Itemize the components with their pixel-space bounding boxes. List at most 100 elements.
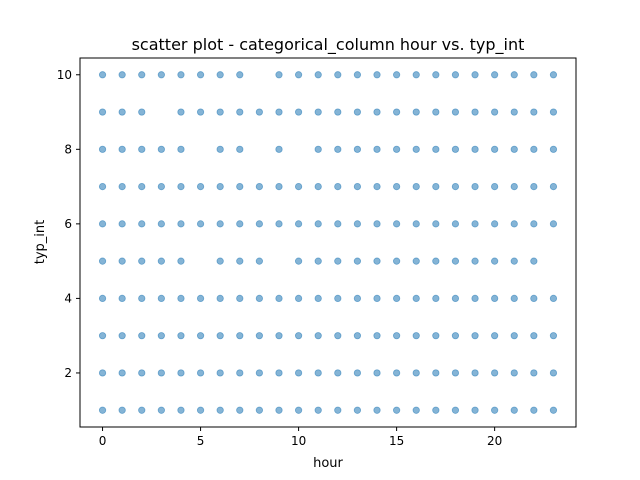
- data-point: [471, 294, 479, 303]
- data-point: [216, 220, 224, 228]
- data-point: [275, 294, 283, 303]
- data-point: [118, 145, 126, 153]
- data-point: [353, 182, 362, 191]
- data-point: [294, 369, 303, 377]
- data-point: [294, 294, 303, 303]
- data-point: [177, 406, 185, 414]
- data-point: [549, 182, 558, 191]
- data-point: [236, 220, 244, 228]
- data-point: [236, 369, 244, 377]
- data-point: [177, 145, 185, 153]
- data-point: [373, 108, 381, 116]
- data-point: [294, 406, 303, 414]
- data-point: [451, 406, 460, 414]
- data-point: [471, 71, 479, 79]
- data-point: [294, 220, 303, 228]
- x-tick-label: 20: [487, 434, 502, 448]
- data-point: [216, 369, 224, 377]
- data-point: [236, 145, 244, 153]
- data-point: [275, 71, 283, 79]
- data-point: [432, 369, 440, 377]
- data-point: [491, 257, 499, 265]
- data-point: [451, 294, 460, 303]
- data-point: [334, 257, 342, 265]
- data-point: [177, 71, 185, 79]
- data-point: [353, 369, 362, 377]
- data-point: [530, 145, 538, 153]
- data-point: [157, 71, 165, 79]
- data-point: [236, 406, 244, 414]
- data-point: [314, 406, 322, 414]
- data-points: [98, 71, 558, 414]
- data-point: [98, 145, 107, 153]
- data-point: [373, 332, 381, 340]
- data-point: [275, 369, 283, 377]
- data-point: [177, 369, 185, 377]
- data-point: [510, 108, 518, 116]
- data-point: [510, 220, 518, 228]
- data-point: [549, 332, 558, 340]
- data-point: [530, 71, 538, 79]
- data-point: [118, 108, 126, 116]
- data-point: [451, 257, 460, 265]
- data-point: [334, 145, 342, 153]
- data-point: [530, 108, 538, 116]
- y-tick-label: 8: [64, 142, 72, 156]
- data-point: [314, 257, 322, 265]
- x-tick-label: 15: [389, 434, 404, 448]
- data-point: [294, 332, 303, 340]
- data-point: [196, 332, 205, 340]
- data-point: [196, 71, 205, 79]
- y-axis: 2 4 6 8 10: [57, 68, 80, 380]
- data-point: [412, 182, 420, 191]
- data-point: [491, 182, 499, 191]
- data-point: [491, 145, 499, 153]
- data-point: [353, 294, 362, 303]
- data-point: [451, 182, 460, 191]
- data-point: [432, 294, 440, 303]
- data-point: [451, 108, 460, 116]
- data-point: [138, 406, 146, 414]
- data-point: [118, 257, 126, 265]
- data-point: [177, 257, 185, 265]
- data-point: [236, 257, 244, 265]
- data-point: [236, 294, 244, 303]
- data-point: [236, 332, 244, 340]
- x-axis: 0 5 10 15 20: [99, 427, 502, 448]
- data-point: [334, 182, 342, 191]
- data-point: [334, 294, 342, 303]
- data-point: [236, 71, 244, 79]
- data-point: [255, 257, 263, 265]
- data-point: [412, 406, 420, 414]
- data-point: [255, 369, 263, 377]
- data-point: [157, 294, 165, 303]
- data-point: [196, 220, 205, 228]
- data-point: [393, 182, 401, 191]
- data-point: [393, 294, 401, 303]
- data-point: [373, 294, 381, 303]
- data-point: [432, 220, 440, 228]
- data-point: [314, 145, 322, 153]
- data-point: [98, 406, 107, 414]
- data-point: [275, 220, 283, 228]
- data-point: [118, 71, 126, 79]
- data-point: [393, 71, 401, 79]
- data-point: [216, 71, 224, 79]
- data-point: [393, 108, 401, 116]
- x-tick-label: 10: [291, 434, 306, 448]
- data-point: [314, 369, 322, 377]
- data-point: [491, 71, 499, 79]
- data-point: [334, 71, 342, 79]
- data-point: [314, 332, 322, 340]
- data-point: [353, 406, 362, 414]
- data-point: [98, 257, 107, 265]
- data-point: [157, 406, 165, 414]
- data-point: [294, 71, 303, 79]
- data-point: [393, 145, 401, 153]
- chart-title: scatter plot - categorical_column hour v…: [132, 35, 525, 55]
- data-point: [294, 182, 303, 191]
- data-point: [432, 257, 440, 265]
- data-point: [275, 182, 283, 191]
- data-point: [98, 71, 107, 79]
- data-point: [314, 108, 322, 116]
